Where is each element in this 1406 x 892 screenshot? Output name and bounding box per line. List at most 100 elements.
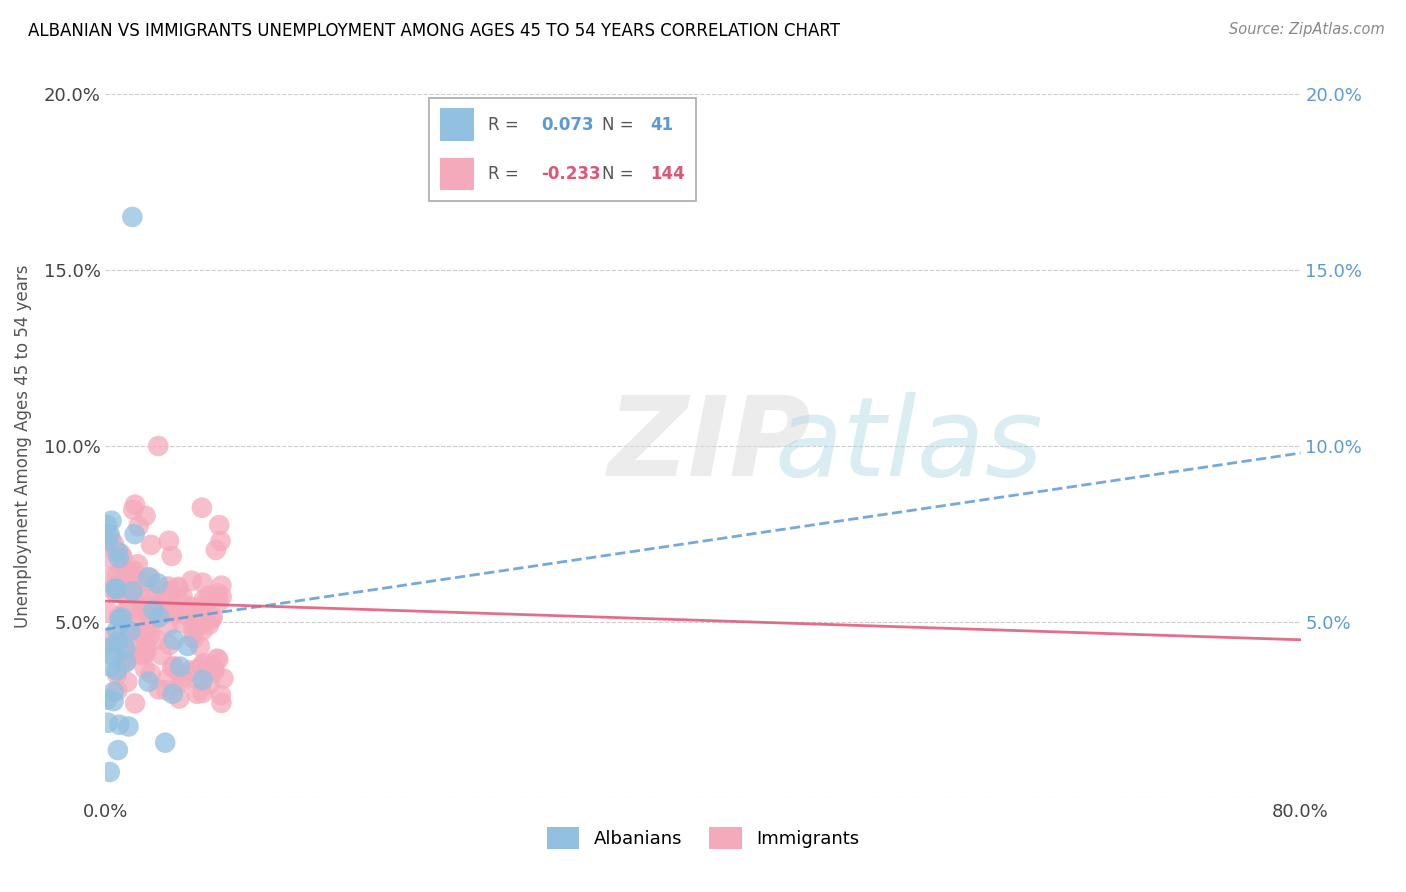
Point: [167, 580, 190, 594]
Point: [167, 604, 190, 618]
Point: [98, 640, 121, 655]
Point: [150, 648, 173, 662]
Point: [110, 570, 132, 584]
Point: [148, 682, 170, 697]
Point: [198, 677, 221, 691]
Point: [124, 564, 146, 578]
Point: [98, 632, 121, 646]
Point: [111, 655, 134, 669]
Point: [172, 672, 194, 686]
Point: [187, 673, 209, 688]
Point: [186, 620, 208, 634]
Point: [157, 533, 180, 548]
Point: [114, 612, 136, 626]
Text: 41: 41: [651, 116, 673, 134]
Text: N =: N =: [603, 116, 640, 134]
Point: [135, 600, 157, 615]
Point: [111, 610, 134, 624]
Text: R =: R =: [488, 165, 523, 183]
Point: [160, 606, 183, 620]
Point: [98, 764, 121, 779]
Point: [191, 673, 214, 687]
Point: [201, 662, 224, 676]
Point: [108, 717, 131, 731]
Point: [114, 578, 136, 592]
Point: [193, 593, 215, 607]
Point: [155, 590, 177, 604]
Point: [107, 545, 129, 559]
Point: [103, 637, 125, 651]
Point: [191, 500, 214, 515]
Point: [111, 560, 134, 574]
Point: [186, 687, 208, 701]
Point: [180, 600, 202, 615]
Point: [96, 533, 118, 548]
Point: [201, 612, 224, 626]
Point: [134, 621, 156, 635]
Point: [202, 665, 225, 679]
Text: -0.233: -0.233: [541, 165, 600, 183]
Point: [122, 502, 145, 516]
Point: [121, 566, 143, 580]
Point: [105, 667, 128, 681]
Point: [207, 586, 229, 600]
Point: [139, 571, 162, 585]
Point: [124, 527, 146, 541]
Point: [205, 652, 228, 666]
Point: [124, 498, 146, 512]
Point: [160, 660, 183, 674]
Point: [111, 549, 134, 564]
Point: [194, 614, 217, 628]
Point: [104, 582, 127, 596]
Point: [172, 615, 194, 630]
Point: [148, 602, 170, 616]
Point: [138, 570, 160, 584]
Point: [156, 579, 179, 593]
Text: 0.073: 0.073: [541, 116, 593, 134]
Point: [159, 638, 181, 652]
Point: [103, 694, 125, 708]
Point: [211, 696, 233, 710]
Point: [129, 605, 152, 619]
Point: [115, 655, 138, 669]
Point: [201, 610, 224, 624]
Point: [152, 587, 174, 601]
Point: [104, 580, 127, 594]
Point: [121, 210, 143, 224]
Point: [117, 593, 139, 607]
Point: [198, 617, 221, 632]
Point: [136, 623, 159, 637]
Point: [167, 691, 190, 706]
Point: [142, 613, 165, 627]
Point: [98, 527, 121, 541]
Y-axis label: Unemployment Among Ages 45 to 54 years: Unemployment Among Ages 45 to 54 years: [14, 264, 32, 628]
Point: [163, 632, 186, 647]
Point: [209, 688, 232, 702]
Point: [124, 697, 146, 711]
Point: [180, 574, 202, 588]
Point: [191, 686, 214, 700]
Point: [107, 683, 129, 698]
Point: [211, 590, 233, 604]
Text: ALBANIAN VS IMMIGRANTS UNEMPLOYMENT AMONG AGES 45 TO 54 YEARS CORRELATION CHART: ALBANIAN VS IMMIGRANTS UNEMPLOYMENT AMON…: [28, 22, 841, 40]
Point: [118, 566, 141, 580]
Point: [191, 624, 214, 638]
Point: [169, 659, 191, 673]
Text: R =: R =: [488, 116, 523, 134]
Point: [118, 628, 141, 642]
Point: [108, 612, 131, 626]
Point: [193, 657, 215, 671]
Point: [132, 602, 155, 616]
Point: [187, 663, 209, 677]
Point: [128, 519, 150, 533]
Point: [121, 584, 143, 599]
Point: [155, 736, 177, 750]
Point: [110, 547, 132, 561]
Point: [141, 607, 163, 621]
Point: [191, 575, 214, 590]
Point: [205, 543, 228, 558]
Text: 144: 144: [651, 165, 685, 183]
Point: [100, 570, 122, 584]
Point: [209, 578, 232, 592]
Point: [197, 589, 219, 603]
